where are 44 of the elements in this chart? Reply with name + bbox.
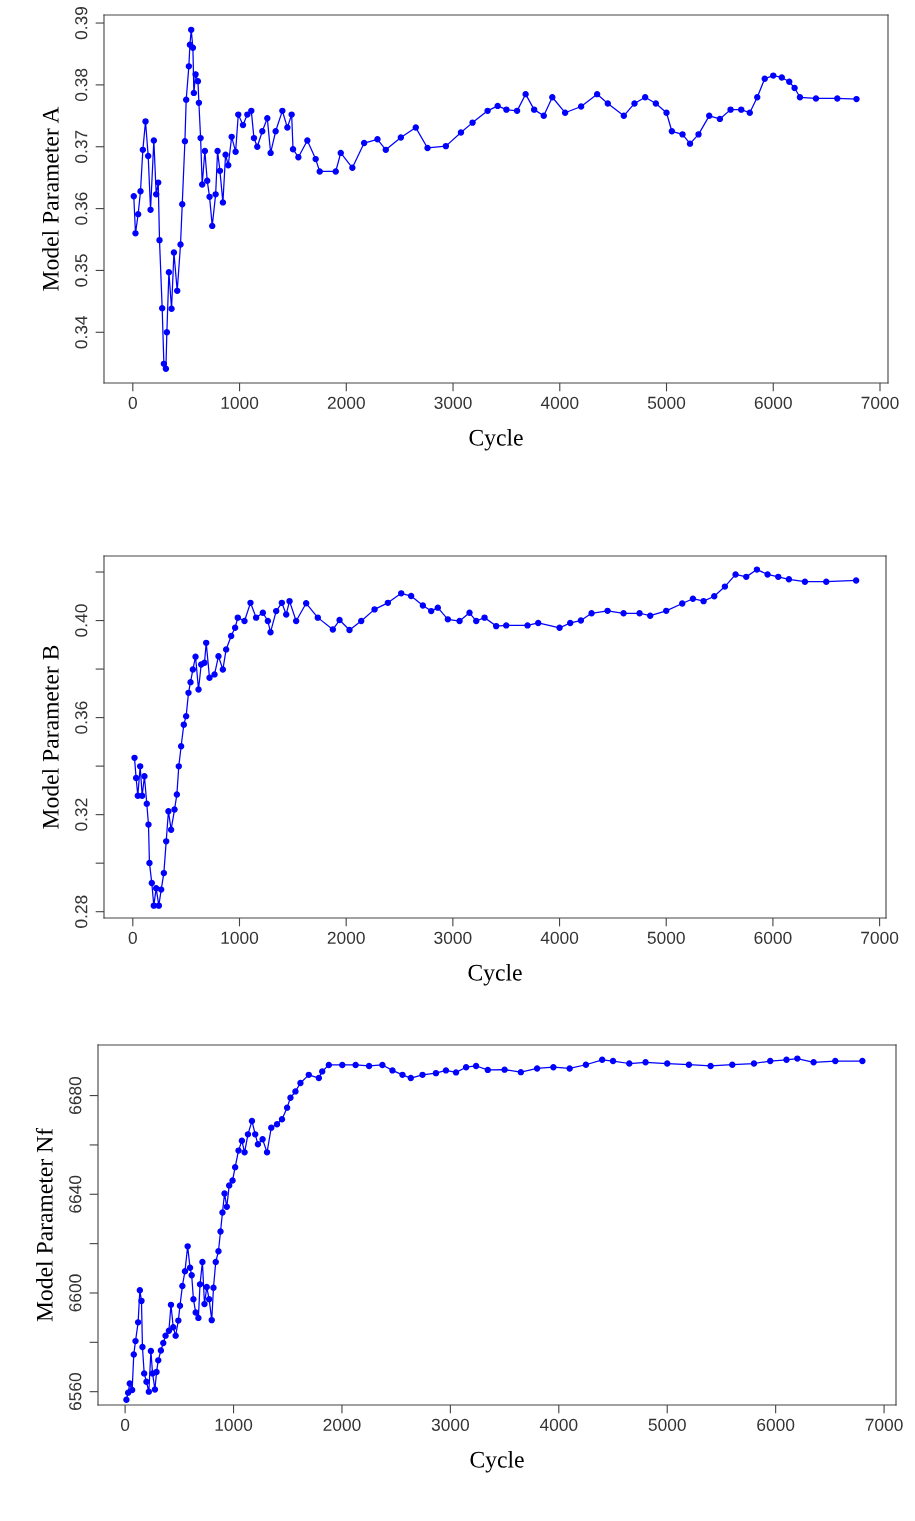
x-tick-label: 2000	[327, 396, 365, 409]
x-tick-label: 7000	[861, 931, 899, 944]
y-tick-label: 0.32	[75, 798, 88, 831]
x-tick-label: 2000	[327, 931, 365, 944]
x-tick-label: 3000	[434, 931, 472, 944]
x-tick-label: 0	[120, 1418, 130, 1431]
x-tick-label: 6000	[754, 931, 792, 944]
x-tick-label: 1000	[221, 396, 259, 409]
x-axis-title: Cycle	[470, 1451, 524, 1473]
y-tick-label: 0.34	[75, 315, 88, 349]
y-tick-label: 0.28	[75, 895, 88, 928]
x-tick-label: 4000	[539, 1418, 578, 1431]
x-tick-label: 7000	[861, 396, 899, 409]
y-tick-label: 6680	[69, 1076, 82, 1115]
x-tick-label: 6000	[754, 396, 792, 409]
x-tick-label: 2000	[323, 1418, 361, 1431]
x-tick-label: 4000	[540, 931, 579, 944]
y-tick-label: 6640	[69, 1175, 82, 1213]
x-tick-label: 0	[128, 931, 137, 944]
y-axis-title: Model Parameter B	[42, 645, 59, 829]
y-tick-label: 0.36	[75, 701, 88, 734]
x-tick-label: 7000	[865, 1418, 903, 1431]
x-tick-label: 4000	[540, 396, 579, 409]
y-tick-label: 0.36	[75, 192, 88, 225]
y-tick-label: 0.37	[75, 130, 88, 163]
x-tick-label: 5000	[647, 396, 686, 409]
y-axis-title: Model Parameter Nf	[35, 1127, 53, 1322]
x-tick-label: 0	[128, 396, 137, 409]
y-tick-label: 6600	[69, 1274, 82, 1312]
y-tick-label: 6560	[69, 1373, 82, 1411]
x-tick-label: 6000	[757, 1418, 795, 1431]
x-tick-label: 5000	[647, 931, 685, 944]
x-tick-label: 3000	[431, 1418, 470, 1431]
x-tick-label: 1000	[215, 1418, 253, 1431]
y-tick-label: 0.38	[75, 68, 88, 102]
x-tick-label: 1000	[221, 931, 259, 944]
y-tick-label: 0.40	[75, 604, 88, 637]
y-tick-label: 0.35	[75, 254, 88, 287]
x-tick-label: 5000	[648, 1418, 686, 1431]
y-tick-label: 0.39	[75, 6, 88, 40]
x-axis-title: Cycle	[468, 964, 522, 986]
x-axis-title: Cycle	[469, 429, 523, 451]
x-tick-label: 3000	[434, 396, 472, 409]
y-axis-title: Model Parameter A	[42, 106, 59, 291]
